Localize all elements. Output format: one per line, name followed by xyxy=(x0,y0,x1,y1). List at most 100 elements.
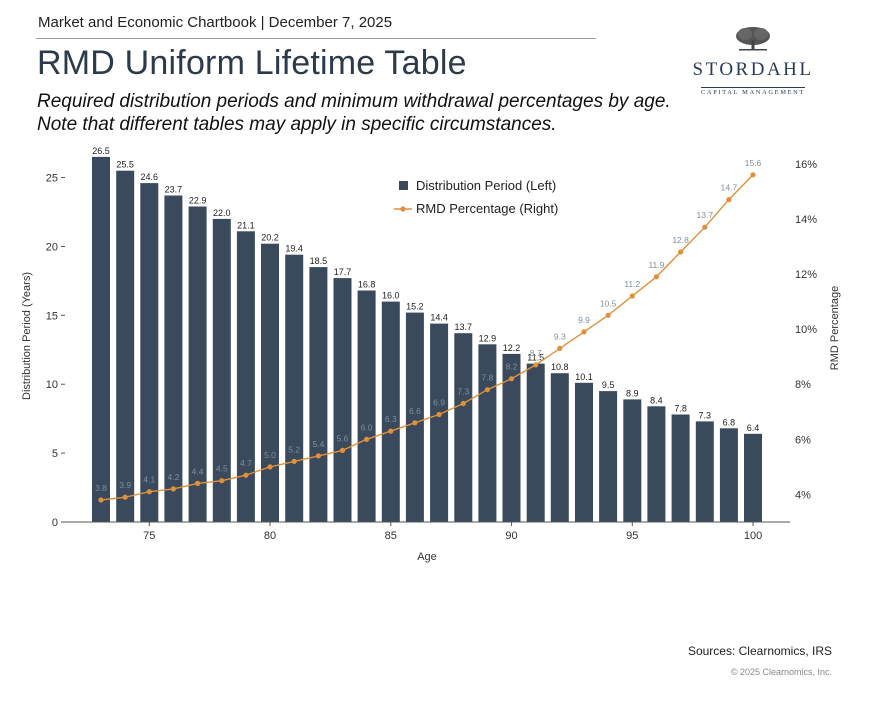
y-right-axis-title: RMD Percentage xyxy=(829,286,841,370)
rmd-point-age-89 xyxy=(484,387,490,393)
bar-age-93 xyxy=(575,382,593,522)
sources-note: Sources: Clearnomics, IRS xyxy=(687,644,832,658)
x-tick-label: 100 xyxy=(744,530,762,542)
y-right-tick-label: 14% xyxy=(795,214,817,226)
bar-label-age-76: 23.7 xyxy=(165,185,183,195)
y-right-tick-label: 16% xyxy=(795,159,817,171)
bar-age-81 xyxy=(285,254,304,522)
rmd-label-age-99: 14.7 xyxy=(721,183,738,193)
y-left-axis-title: Distribution Period (Years) xyxy=(21,272,33,400)
bar-label-age-73: 26.5 xyxy=(92,146,110,156)
page-subtitle: Required distribution periods and minimu… xyxy=(37,90,671,136)
bar-age-86 xyxy=(405,312,424,522)
bar-label-age-74: 25.5 xyxy=(116,160,134,170)
page-title: RMD Uniform Lifetime Table xyxy=(37,44,467,82)
bar-age-96 xyxy=(647,406,666,522)
legend-bar-swatch xyxy=(399,181,408,190)
y-left-tick-label: 15 xyxy=(46,310,58,322)
rmd-point-age-74 xyxy=(122,494,128,500)
rmd-label-age-98: 13.7 xyxy=(697,210,714,220)
bar-age-94 xyxy=(599,391,618,522)
rmd-label-age-82: 5.4 xyxy=(312,439,324,449)
rmd-point-age-79 xyxy=(243,472,249,478)
rmd-label-age-100: 15.6 xyxy=(745,158,762,168)
bar-age-89 xyxy=(478,344,497,522)
y-left-tick-label: 10 xyxy=(46,379,58,391)
logo-tagline: CAPITAL MANAGEMENT xyxy=(700,87,806,96)
logo-name: STORDAHL xyxy=(692,59,814,80)
rmd-label-age-74: 3.9 xyxy=(119,480,131,490)
bar-label-age-93: 10.1 xyxy=(575,372,593,382)
y-left-tick-label: 25 xyxy=(46,173,58,185)
bar-label-age-77: 22.9 xyxy=(189,196,207,206)
bar-label-age-86: 15.2 xyxy=(406,302,424,312)
rmd-point-age-73 xyxy=(98,497,104,503)
bar-label-age-85: 16.0 xyxy=(382,291,400,301)
legend-bar-label: Distribution Period (Left) xyxy=(416,178,556,193)
bar-age-82 xyxy=(309,267,328,522)
rmd-point-age-96 xyxy=(653,274,660,280)
rmd-point-age-80 xyxy=(267,464,273,470)
rmd-label-age-93: 9.9 xyxy=(578,315,590,325)
bar-label-age-84: 16.8 xyxy=(358,280,376,290)
bar-label-age-91: 11.5 xyxy=(527,353,544,363)
bar-age-85 xyxy=(381,301,400,522)
bar-age-90 xyxy=(502,353,521,522)
bar-label-age-83: 17.7 xyxy=(334,267,352,277)
legend-line-marker xyxy=(400,206,406,212)
bar-age-83 xyxy=(333,278,352,522)
rmd-label-age-81: 5.2 xyxy=(288,444,300,454)
legend-line-label: RMD Percentage (Right) xyxy=(416,201,558,216)
company-logo: STORDAHL CAPITAL MANAGEMENT xyxy=(688,26,818,96)
bar-label-age-89: 12.9 xyxy=(479,333,497,343)
bar-age-99 xyxy=(719,428,738,522)
bar-age-75 xyxy=(140,183,159,522)
rmd-point-age-94 xyxy=(605,312,611,318)
header-divider xyxy=(36,38,596,39)
rmd-point-age-86 xyxy=(412,420,418,426)
rmd-point-age-92 xyxy=(557,345,563,351)
bar-age-73 xyxy=(92,156,110,522)
rmd-point-age-98 xyxy=(702,224,708,230)
bar-age-92 xyxy=(550,373,569,522)
rmd-label-age-90: 8.2 xyxy=(506,362,518,372)
bar-age-95 xyxy=(623,399,642,522)
x-tick-label: 85 xyxy=(385,530,397,542)
bar-age-80 xyxy=(261,243,279,522)
rmd-line-path xyxy=(100,174,754,501)
bar-label-age-97: 7.8 xyxy=(674,404,687,414)
rmd-point-age-99 xyxy=(726,197,732,203)
distribution-period-bars xyxy=(92,156,762,523)
rmd-label-age-95: 11.2 xyxy=(624,279,640,289)
x-tick-label: 95 xyxy=(626,530,638,542)
x-tick-label: 80 xyxy=(264,530,276,542)
subtitle-line-2: Note that different tables may apply in … xyxy=(37,114,557,135)
bar-age-100 xyxy=(744,433,762,522)
bar-label-age-90: 12.2 xyxy=(503,343,521,353)
chart-axes: 75 80 85 90 95 100 Age 0 5 10 15 20 25 Distribution P… xyxy=(21,159,841,563)
chart-legend: Distribution Period (Left) RMD Percentage… xyxy=(394,178,558,216)
rmd-label-age-77: 4.4 xyxy=(192,466,204,476)
y-left-tick-label: 5 xyxy=(52,448,58,460)
rmd-label-age-79: 4.7 xyxy=(240,458,252,468)
rmd-label-age-88: 7.3 xyxy=(457,387,469,397)
bar-label-age-82: 18.5 xyxy=(310,256,328,266)
bar-age-76 xyxy=(164,195,183,522)
rmd-label-age-83: 5.6 xyxy=(337,433,349,443)
bar-age-74 xyxy=(116,170,135,522)
y-right-tick-label: 12% xyxy=(795,269,817,281)
bar-age-78 xyxy=(212,218,231,522)
y-right-tick-label: 4% xyxy=(795,489,811,501)
rmd-point-age-83 xyxy=(339,447,346,453)
bar-age-97 xyxy=(671,414,690,522)
x-tick-label: 75 xyxy=(143,530,155,542)
rmd-point-age-100 xyxy=(750,172,756,178)
rmd-label-age-92: 9.3 xyxy=(554,331,566,341)
y-left-tick-label: 20 xyxy=(46,241,58,253)
rmd-point-age-95 xyxy=(629,293,635,299)
rmd-point-age-77 xyxy=(195,480,201,486)
bar-label-age-81: 19.4 xyxy=(285,244,303,254)
rmd-point-age-78 xyxy=(219,478,225,484)
y-right-tick-label: 8% xyxy=(795,379,811,391)
